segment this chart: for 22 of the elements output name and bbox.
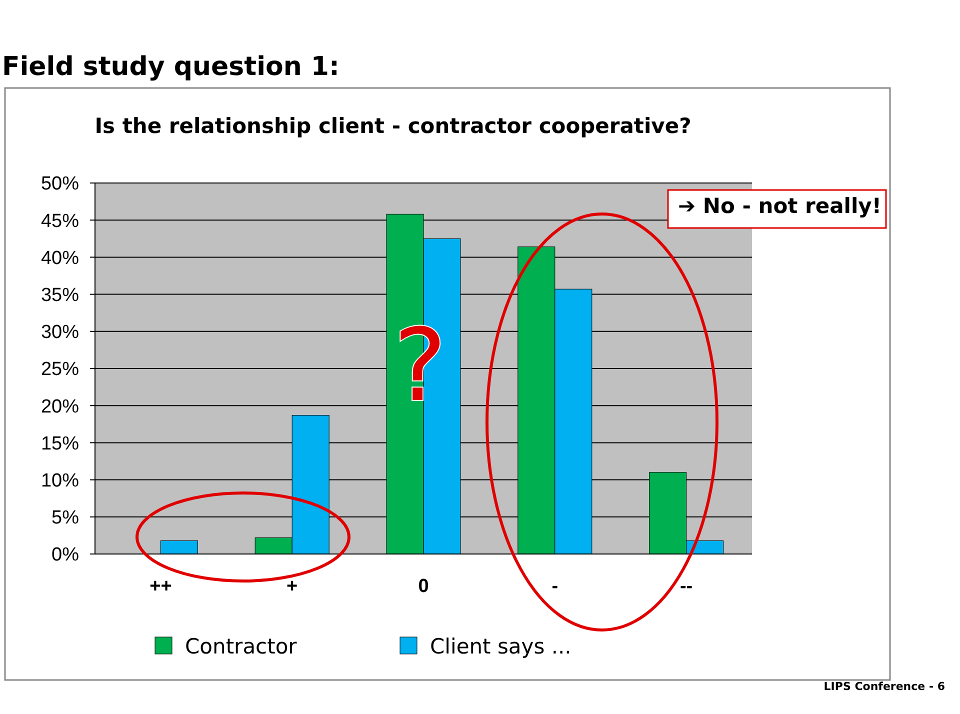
y-tick-label: 15% [40,433,80,454]
chart-title: Is the relationship client - contractor cooperative? [94,114,692,138]
legend-label: Contractor [185,634,298,658]
x-tick-label: ++ [150,576,172,597]
y-tick-label: 20% [40,396,80,418]
x-tick-label: - [552,576,558,597]
x-tick-label: 0 [418,576,429,597]
y-tick-label: 35% [40,284,80,306]
text: LIPS Conference - 6 [824,680,946,693]
y-tick-label: 40% [40,248,80,269]
y-tick-label: 25% [40,359,80,380]
text: Field study question 1: [2,52,340,82]
y-tick-label: 50% [40,174,80,195]
y-tick-label: 45% [40,210,80,232]
y-tick-label: 30% [40,322,80,344]
annotation: ➔ No - not really! [678,194,882,218]
y-tick-label: 0% [52,544,80,566]
y-tick-label: 10% [40,470,80,492]
x-tick-label: + [286,576,298,597]
legend-label: Client says ... [430,634,572,658]
y-tick-label: 5% [52,508,80,529]
x-tick-label: -- [680,576,693,597]
